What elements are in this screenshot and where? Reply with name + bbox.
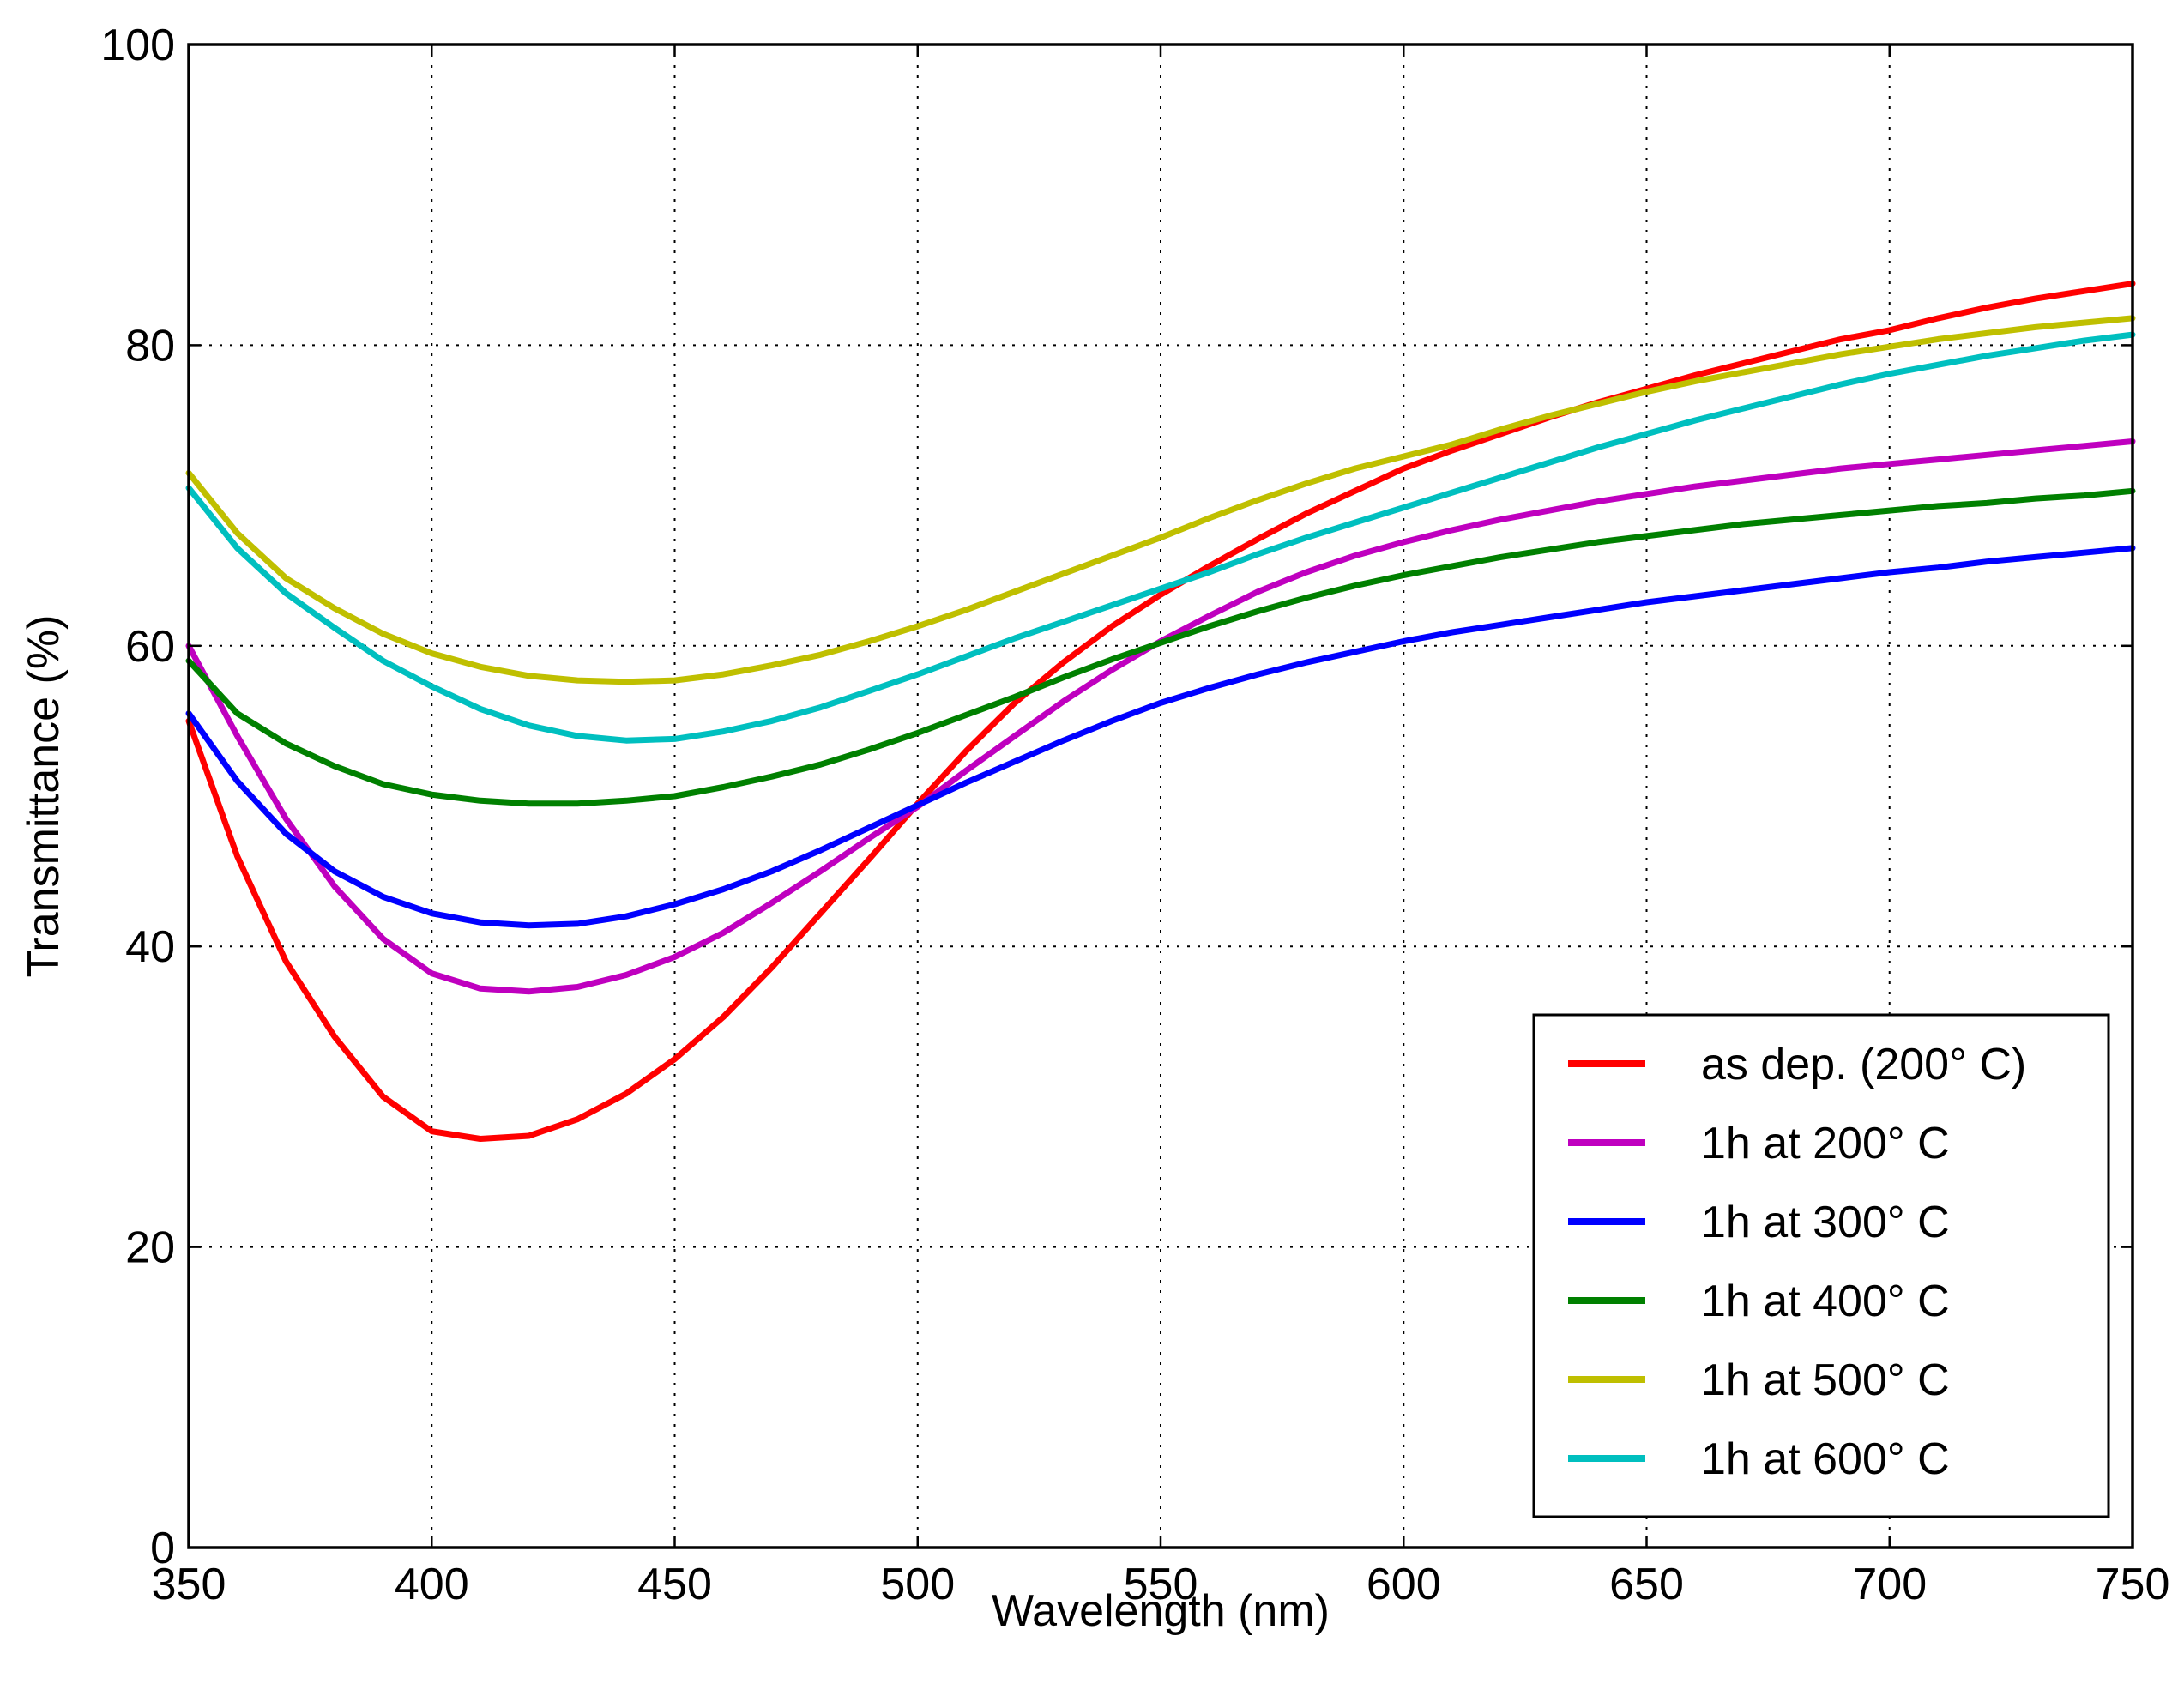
x-tick-label: 500 xyxy=(880,1560,955,1609)
y-tick-label: 80 xyxy=(125,321,175,371)
y-tick-label: 0 xyxy=(150,1524,175,1573)
legend-label: 1h at 400° C xyxy=(1701,1277,1950,1326)
legend: as dep. (200° C) 1h at 200° C 1h at 300° C… xyxy=(1532,1013,2110,1518)
y-tick-label: 100 xyxy=(100,21,175,70)
y-tick-labels: 0 20 40 60 80 100 xyxy=(100,21,175,1573)
x-tick-label: 700 xyxy=(1852,1560,1927,1609)
plot-series xyxy=(185,281,2136,1142)
legend-label: 1h at 200° C xyxy=(1701,1119,1950,1168)
x-axis-label: Wavelength (nm) xyxy=(992,1586,1330,1636)
series-line-2 xyxy=(185,545,2136,929)
x-tick-label: 400 xyxy=(395,1560,469,1609)
series-line-3 xyxy=(185,487,2136,807)
x-tick-label: 350 xyxy=(152,1560,226,1609)
x-tick-label: 600 xyxy=(1367,1560,1441,1609)
legend-label: 1h at 300° C xyxy=(1701,1198,1950,1247)
x-tick-label: 650 xyxy=(1609,1560,1684,1609)
legend-label: 1h at 600° C xyxy=(1701,1434,1950,1484)
series-line-5 xyxy=(185,331,2136,744)
legend-box xyxy=(1532,1013,2110,1518)
y-axis-label: Transmittance (%) xyxy=(19,615,69,978)
series-line-1 xyxy=(185,438,2136,995)
series-line-4 xyxy=(185,315,2136,685)
x-tick-labels: 350 400 450 500 550 600 650 700 750 xyxy=(152,1560,2170,1609)
y-tick-label: 20 xyxy=(125,1223,175,1273)
legend-label: as dep. (200° C) xyxy=(1701,1040,2026,1089)
x-tick-label: 750 xyxy=(2096,1560,2170,1609)
y-tick-label: 60 xyxy=(125,622,175,672)
y-tick-label: 40 xyxy=(125,922,175,972)
legend-label: 1h at 500° C xyxy=(1701,1355,1950,1405)
axis-ticks xyxy=(187,43,2134,1549)
x-tick-label: 450 xyxy=(637,1560,712,1609)
x-tick-label: 550 xyxy=(1124,1560,1198,1609)
series-line-0 xyxy=(185,281,2136,1142)
